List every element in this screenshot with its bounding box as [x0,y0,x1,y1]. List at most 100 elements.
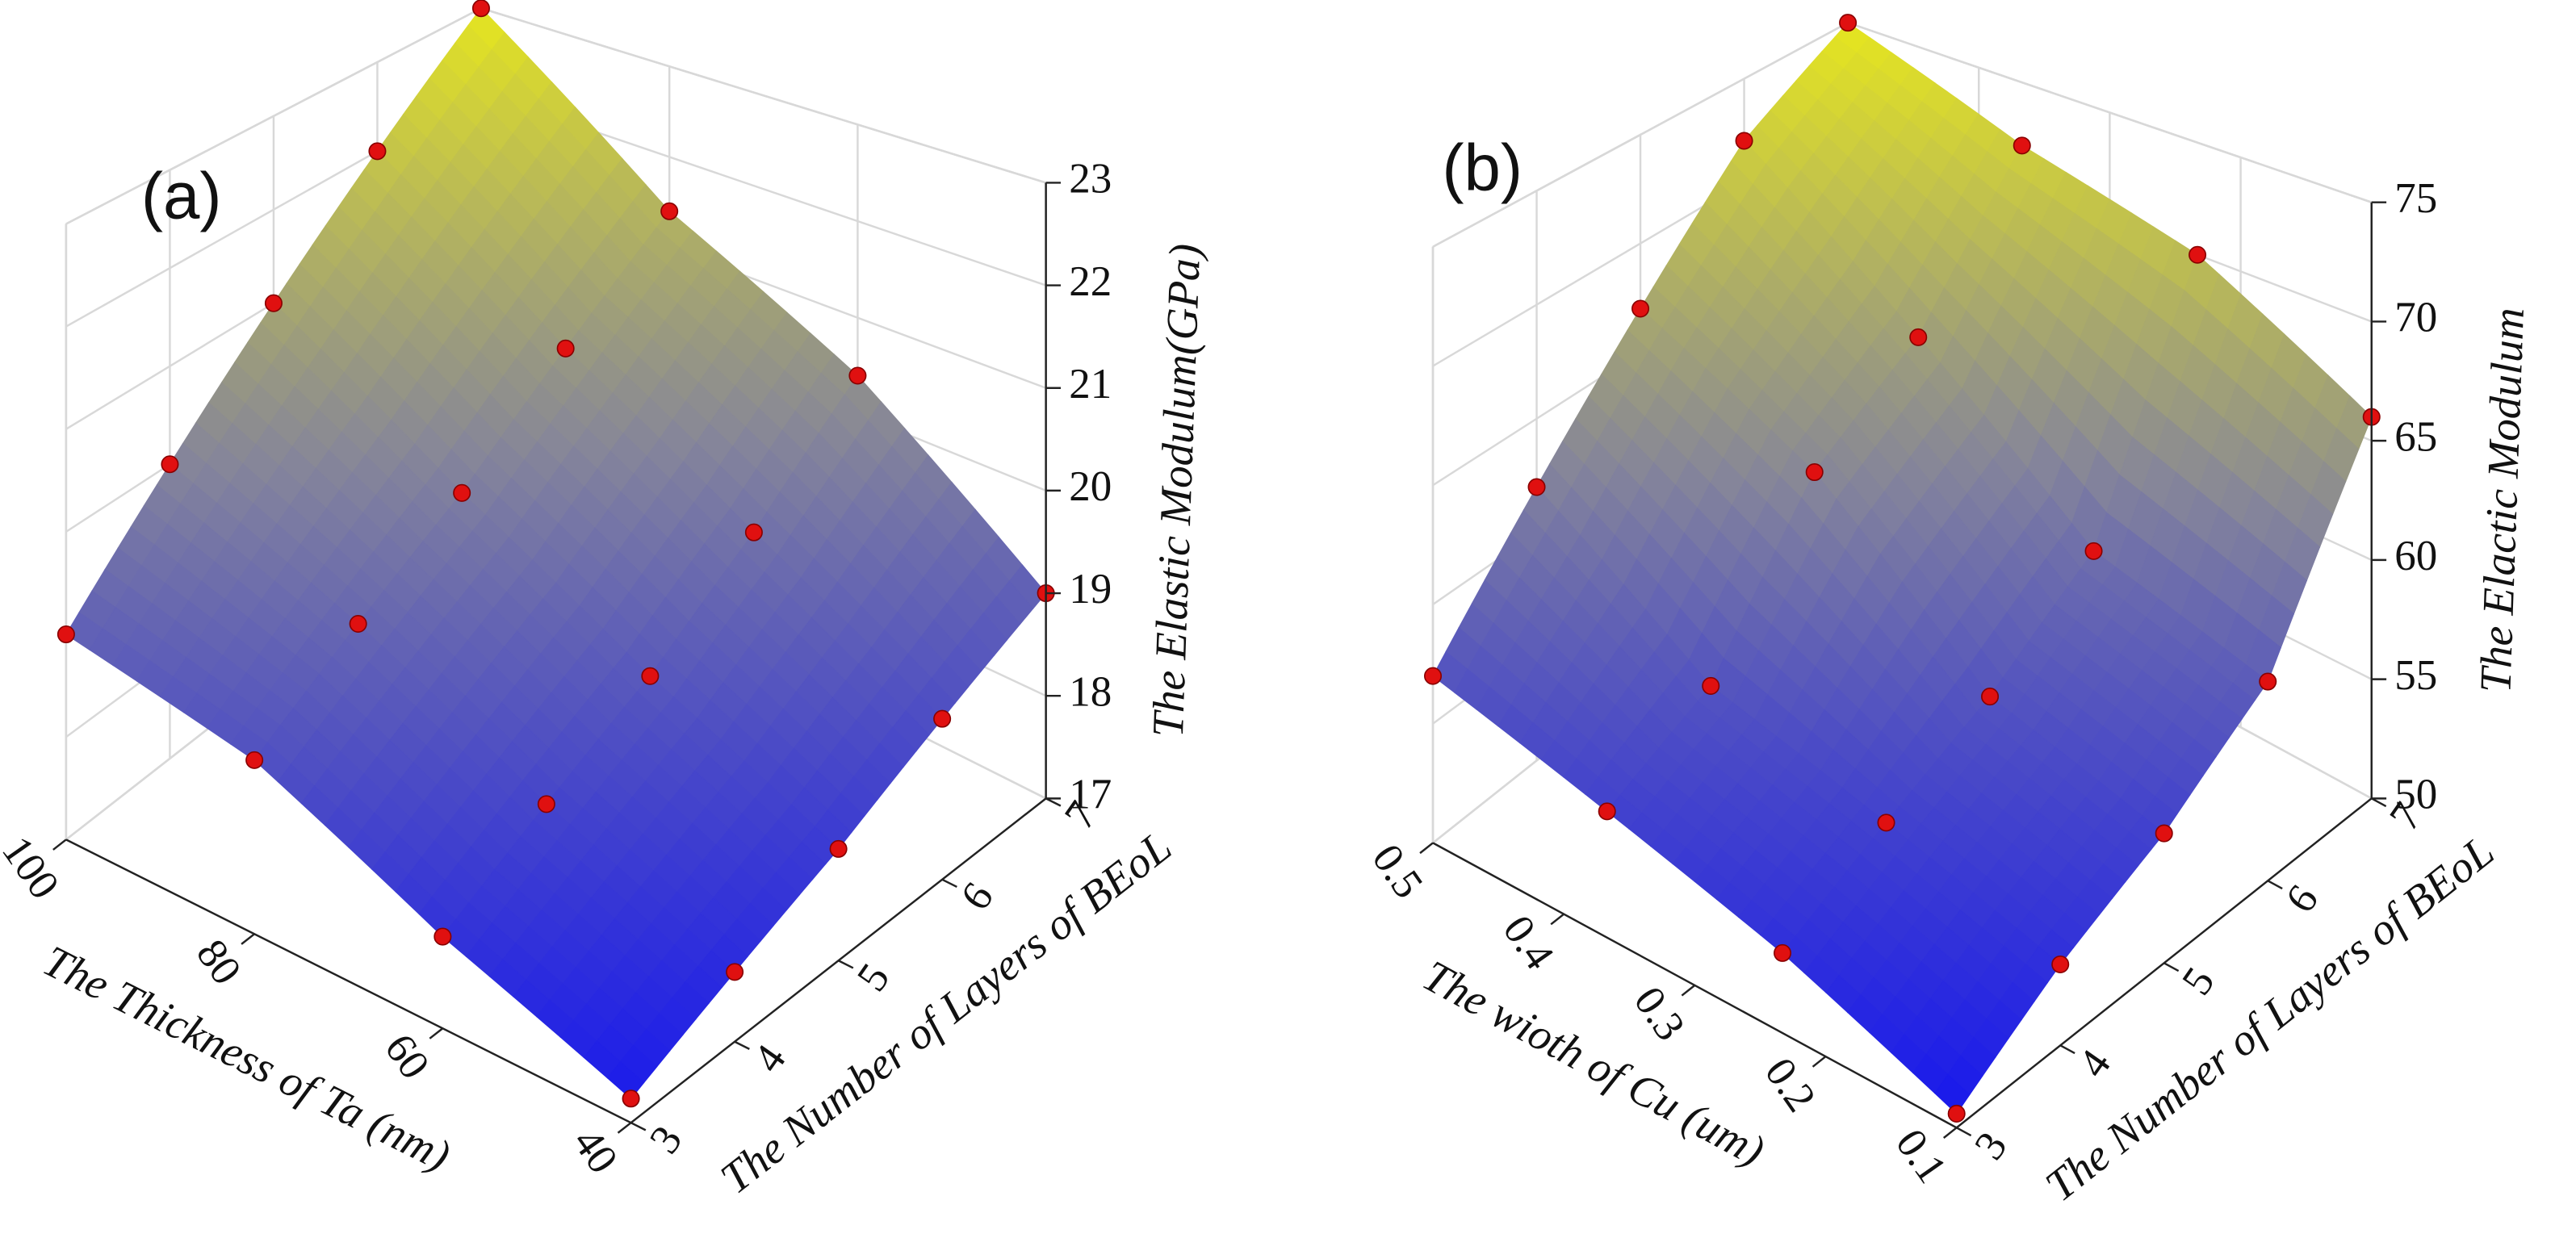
y-tick [1045,797,1062,807]
data-point [1839,14,1858,32]
y-tick [630,1122,647,1131]
data-point [933,709,952,728]
y-tick [838,960,854,969]
x-tick-label: 80 [187,931,250,993]
data-point [161,455,179,474]
z-axis-label: The Elactic Modulum [2470,307,2533,693]
data-point [2013,136,2031,155]
x-tick-label: 100 [0,828,68,907]
z-tick-label: 17 [1069,772,1112,818]
x-tick-label: 0.3 [1625,978,1694,1049]
x-tick-label: 0.1 [1887,1121,1956,1192]
data-point [2084,542,2103,560]
y-tick [734,1040,750,1050]
z-grid-line [480,7,1046,184]
y-tick-label: 3 [641,1118,692,1162]
z-tick-label: 21 [1069,361,1112,408]
data-point [434,927,452,946]
z-axis-label: The Elastic Modulum(GPa) [1143,243,1209,738]
y-tick-label: 4 [2069,1041,2120,1085]
data-point [556,339,575,358]
z-tick-label: 23 [1069,156,1112,203]
data-point [1598,802,1616,821]
data-point [1423,667,1443,685]
x-tick [1681,984,1696,997]
y-tick-label: 6 [2277,876,2328,921]
z-tick-label: 70 [2394,295,2437,341]
data-point [2155,824,2173,843]
data-point [537,795,555,813]
z-tick-label: 18 [1069,668,1112,715]
z-tick-label: 22 [1069,258,1112,305]
data-point [57,625,75,644]
data-point [622,1090,640,1108]
data-point [1909,328,1928,346]
x-tick [429,1027,444,1039]
x-tick-label: 0.2 [1756,1050,1825,1121]
data-point [1735,132,1753,150]
x-tick-label: 40 [563,1120,626,1182]
data-point [1527,478,1546,496]
x-axis-label: The wioth of Cu (um) [1415,951,1773,1176]
z-tick-label: 19 [1069,566,1112,613]
y-tick-label: 3 [1966,1123,2017,1168]
data-point [245,751,264,769]
data-point [1981,688,2000,706]
y-axis [630,797,1047,1124]
y-tick-label: 4 [744,1036,795,1081]
data-point [641,667,660,685]
z-tick-label: 65 [2394,413,2437,460]
data-point [2259,672,2277,691]
data-point [453,483,471,502]
y-tick [2371,797,2387,808]
data-point [1631,299,1650,318]
data-point [349,614,367,633]
x-tick [1812,1056,1827,1068]
data-point [1773,943,1792,962]
z-tick-label: 60 [2394,533,2437,579]
data-point [829,839,848,858]
data-point [2051,955,2070,973]
y-tick [2059,1044,2075,1055]
data-point [726,963,744,981]
x-tick [1550,913,1564,926]
x-tick [241,933,255,945]
data-point [264,294,283,312]
data-point [2189,245,2207,264]
y-tick-label: 5 [2173,959,2224,1003]
x-tick [617,1122,632,1134]
data-point [1702,676,1720,695]
x-tick-label: 0.5 [1363,836,1432,907]
data-point [660,202,679,220]
data-point [744,523,763,542]
z-tick-label: 55 [2394,652,2437,699]
z-tick-label: 20 [1069,463,1112,510]
data-point [1947,1104,1966,1123]
y-tick [2163,962,2180,972]
z-tick-label: 75 [2394,175,2437,222]
x-tick [1419,842,1434,855]
chart-title: (b) [1442,132,1523,205]
data-point [368,142,387,161]
x-tick-label: 0.4 [1493,907,1563,978]
data-point [1805,463,1824,482]
x-axis [65,839,632,1124]
surface-patch [1933,1073,1971,1115]
data-point [471,0,490,18]
z-tick-label: 50 [2394,772,2437,818]
y-tick-label: 6 [952,874,1003,918]
y-tick [1956,1127,1972,1137]
data-point [1877,813,1895,832]
data-point [848,366,867,385]
x-tick-label: 60 [375,1026,438,1088]
x-tick [1942,1127,1958,1139]
y-tick [2267,880,2283,890]
x-tick [52,839,67,851]
y-tick [941,878,957,889]
y-tick-label: 5 [848,956,899,1000]
surface-patch [606,1060,645,1100]
